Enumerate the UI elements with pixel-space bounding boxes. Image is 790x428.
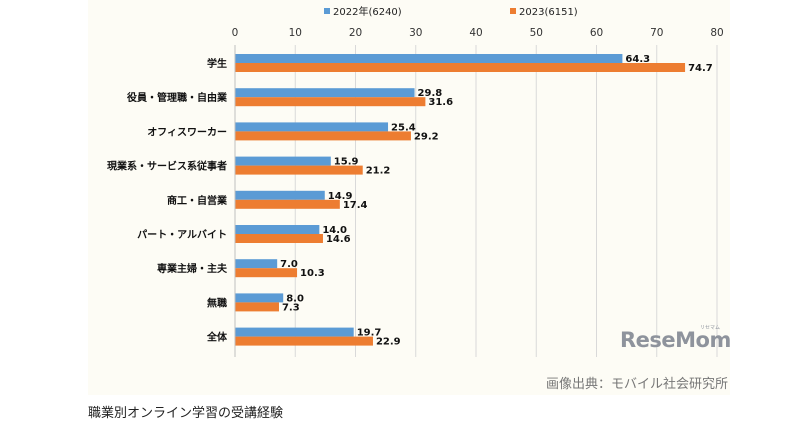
bar (235, 234, 323, 243)
data-label: 19.7 (357, 328, 382, 339)
figure-caption: 職業別オンライン学習の受講経験 (88, 406, 284, 421)
bar-chart: 0 10 20 30 40 50 60 70 80 2022年(6240) 2023(6151) 学生… (107, 5, 724, 357)
bar (235, 293, 284, 303)
bar (235, 122, 389, 132)
data-label: 29.2 (414, 131, 439, 142)
data-label: 31.6 (428, 97, 453, 108)
x-tick-label: 40 (469, 27, 482, 39)
data-label: 7.0 (280, 259, 298, 270)
category-label: パート・アルバイト (137, 229, 227, 241)
data-label: 21.2 (366, 166, 391, 177)
bar (235, 199, 340, 209)
resemom-logo-subtext: リセマム (700, 325, 721, 331)
data-label: 14.6 (326, 234, 351, 245)
x-tick-label: 70 (650, 27, 663, 39)
data-label: 10.3 (300, 268, 325, 279)
legend-label: 2022年(6240) (333, 5, 402, 18)
category-label: 役員・管理職・自由業 (127, 91, 228, 104)
bar (235, 327, 354, 337)
x-tick-label: 50 (530, 27, 543, 39)
data-label: 14.0 (322, 225, 347, 236)
bar (235, 54, 623, 63)
category-label: 学生 (207, 57, 227, 70)
bar (235, 165, 363, 175)
bar (235, 336, 373, 346)
data-label: 74.7 (688, 63, 713, 74)
category-label: 商工・自営業 (167, 194, 228, 207)
resemom-logo: ReseMom (620, 328, 731, 352)
bar (235, 63, 686, 72)
data-label: 17.4 (343, 200, 368, 211)
category-label: 全体 (206, 331, 228, 344)
bar (235, 131, 411, 141)
legend-swatch (324, 8, 330, 14)
category-label: オフィスワーカー (147, 126, 227, 138)
x-tick-label: 30 (409, 27, 422, 39)
data-label: 15.9 (334, 157, 359, 168)
image-source-credit: 画像出典：モバイル社会研究所 (545, 377, 728, 392)
data-label: 64.3 (625, 54, 650, 65)
bar (235, 190, 325, 200)
data-label: 14.9 (328, 191, 353, 202)
data-label: 8.0 (286, 293, 304, 304)
category-label: 無職 (207, 296, 227, 309)
data-label: 22.9 (376, 337, 401, 348)
bar (235, 302, 279, 312)
data-label: 7.3 (282, 302, 300, 313)
x-tick-label: 80 (710, 27, 723, 39)
bar (235, 259, 278, 269)
legend-label: 2023(6151) (519, 7, 578, 18)
x-tick-label: 60 (590, 27, 603, 39)
bar (235, 97, 426, 107)
x-tick-label: 10 (289, 27, 302, 39)
x-tick-label: 20 (349, 27, 362, 39)
bar (235, 88, 415, 98)
bar (235, 268, 298, 278)
data-label: 29.8 (418, 88, 443, 99)
category-label: 現業系・サービス系従事者 (107, 160, 227, 173)
bar (235, 225, 320, 234)
category-label: 専業主婦・主夫 (157, 262, 228, 275)
bar (235, 156, 331, 166)
legend-swatch (510, 8, 516, 14)
data-label: 25.4 (391, 122, 416, 133)
x-tick-label: 0 (232, 27, 239, 39)
